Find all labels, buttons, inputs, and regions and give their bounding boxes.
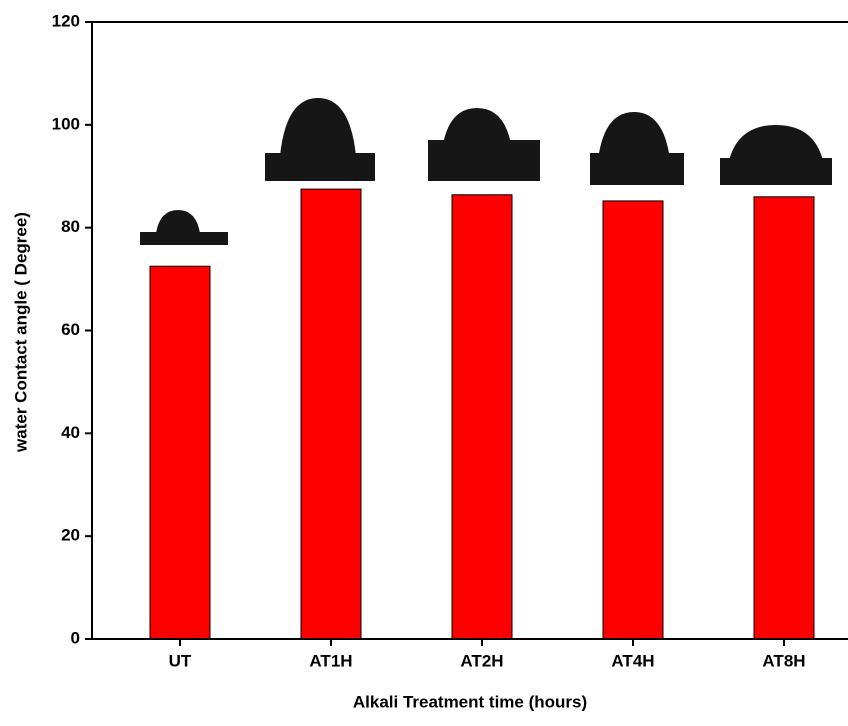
droplet xyxy=(156,210,200,233)
bar xyxy=(301,189,361,639)
x-tick-label: UT xyxy=(169,651,192,670)
y-tick-label: 20 xyxy=(61,526,80,545)
droplet xyxy=(140,232,228,245)
droplet xyxy=(280,98,356,156)
droplet xyxy=(728,125,824,165)
x-tick-label: AT1H xyxy=(309,651,352,670)
x-tick-label: AT4H xyxy=(611,651,654,670)
y-tick-label: 80 xyxy=(61,217,80,236)
bar xyxy=(150,266,210,639)
y-tick-label: 0 xyxy=(71,628,80,647)
bar xyxy=(452,195,512,639)
y-tick-label: 60 xyxy=(61,320,80,339)
chart: Alkali Treatment time (hours) water Cont… xyxy=(0,0,848,726)
droplet xyxy=(265,153,375,181)
x-tick-label: AT2H xyxy=(460,651,503,670)
droplet xyxy=(442,108,512,150)
y-tick-label: 40 xyxy=(61,423,80,442)
bar xyxy=(754,197,814,639)
y-tick-label: 100 xyxy=(52,114,80,133)
y-tick-label: 120 xyxy=(52,11,80,30)
x-axis-label: Alkali Treatment time (hours) xyxy=(353,692,587,711)
x-tick-label: AT8H xyxy=(762,651,805,670)
droplet xyxy=(598,112,670,160)
bar xyxy=(603,201,663,639)
y-axis-label: water Contact angle ( Degree) xyxy=(11,212,30,453)
